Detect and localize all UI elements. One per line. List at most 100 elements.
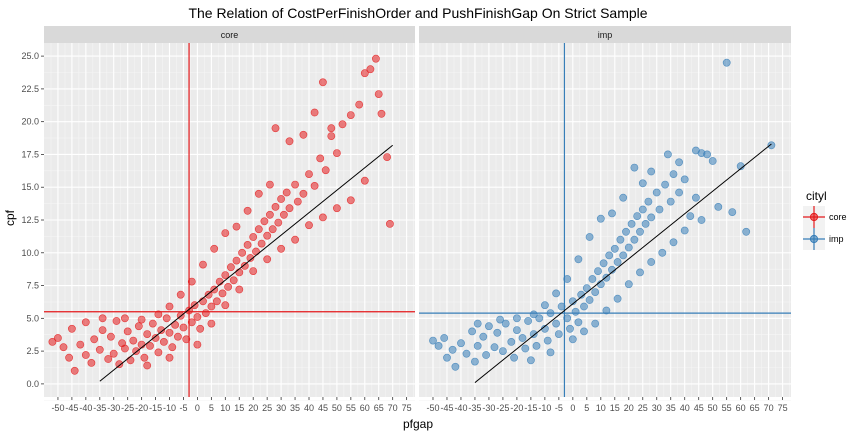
data-point-core: [285, 204, 294, 213]
data-point-imp: [518, 334, 527, 342]
data-point-imp: [566, 324, 574, 333]
data-point-imp: [638, 205, 647, 214]
x-tick-label: -30: [107, 403, 120, 413]
data-point-core: [210, 244, 219, 253]
data-point-imp: [470, 357, 479, 366]
data-point-imp: [692, 193, 700, 202]
data-point-core: [115, 360, 124, 369]
data-point-imp: [468, 327, 476, 336]
data-point-imp: [473, 319, 482, 328]
x-tick-label: 20: [248, 403, 258, 413]
data-point-imp: [686, 212, 695, 220]
x-tick-label: -50: [426, 403, 439, 413]
data-point-core: [121, 344, 129, 353]
strip-background: [44, 26, 415, 43]
data-point-core: [112, 317, 121, 325]
data-point-core: [263, 255, 272, 264]
x-tick-label: 75: [778, 403, 788, 413]
x-tick-label: 35: [666, 403, 676, 413]
strip-label-core: core: [221, 30, 239, 40]
legend-title: cityl: [806, 189, 827, 203]
data-point-imp: [552, 289, 560, 298]
regression-line: [474, 143, 772, 383]
data-point-core: [137, 315, 146, 324]
x-tick-label: -45: [65, 403, 78, 413]
data-point-core: [104, 355, 113, 363]
data-point-core: [385, 219, 394, 228]
data-point-imp: [552, 319, 560, 328]
data-point-core: [318, 78, 327, 87]
data-point-imp: [535, 314, 544, 323]
data-point-imp: [613, 258, 622, 266]
legend: cityl core imp: [803, 189, 847, 250]
data-point-core: [383, 153, 391, 161]
data-point-imp: [521, 344, 530, 353]
data-point-core: [81, 318, 90, 327]
data-point-core: [187, 318, 196, 327]
data-point-imp: [554, 330, 563, 338]
data-point-imp: [440, 334, 449, 342]
data-point-core: [232, 222, 241, 231]
chart-title: The Relation of CostPerFinishOrder and P…: [188, 5, 647, 21]
x-tick-label: -25: [496, 403, 509, 413]
data-point-imp: [697, 216, 706, 224]
data-point-core: [98, 314, 107, 323]
data-point-imp: [616, 235, 625, 244]
x-tick-label: 0: [570, 403, 575, 413]
data-point-core: [235, 285, 244, 294]
data-point-imp: [647, 167, 656, 176]
x-tick-label: 35: [290, 403, 300, 413]
x-tick-label: 30: [652, 403, 662, 413]
data-point-core: [162, 314, 171, 323]
data-point-imp: [767, 141, 776, 150]
data-point-core: [81, 351, 90, 359]
data-point-core: [224, 282, 232, 291]
data-point-imp: [630, 235, 639, 244]
x-tick-label: 20: [624, 403, 634, 413]
data-point-imp: [602, 306, 611, 315]
data-point-core: [299, 189, 308, 198]
data-point-imp: [722, 58, 731, 67]
data-point-core: [279, 210, 288, 219]
data-point-imp: [568, 335, 577, 344]
data-point-imp: [619, 193, 628, 202]
data-point-core: [98, 326, 107, 334]
data-point-imp: [647, 213, 656, 222]
data-point-imp: [563, 275, 572, 283]
data-point-imp: [675, 158, 683, 167]
data-point-core: [271, 202, 280, 211]
data-point-imp: [563, 314, 572, 323]
data-point-imp: [429, 336, 437, 345]
data-point-imp: [622, 227, 630, 236]
x-tick-label: 0: [195, 403, 200, 413]
data-point-imp: [529, 330, 538, 338]
data-point-imp: [496, 315, 504, 324]
data-point-core: [207, 319, 216, 328]
data-point-core: [243, 240, 252, 249]
data-point-imp: [580, 327, 588, 336]
x-tick-label: 60: [736, 403, 746, 413]
data-point-core: [151, 334, 160, 342]
x-tick-label: -40: [454, 403, 467, 413]
x-tick-label: -5: [179, 403, 187, 413]
data-point-imp: [599, 259, 608, 268]
legend-key-point: [809, 234, 819, 244]
y-tick-label: 5.0: [26, 313, 39, 323]
data-point-core: [310, 181, 319, 190]
data-point-imp: [638, 179, 647, 188]
x-tick-label: -40: [79, 403, 92, 413]
y-tick-label: 25.0: [21, 51, 39, 61]
x-tick-label: 60: [360, 403, 370, 413]
data-point-core: [134, 322, 143, 331]
x-tick-label: -25: [121, 403, 134, 413]
data-point-imp: [613, 294, 622, 303]
x-tick-label: 25: [262, 403, 272, 413]
data-point-imp: [493, 328, 502, 337]
y-axis-label: cpf: [3, 209, 17, 226]
data-point-imp: [574, 318, 583, 327]
legend-label: imp: [829, 234, 844, 244]
y-tick-label: 17.5: [21, 149, 39, 159]
data-point-imp: [605, 251, 614, 260]
data-point-imp: [680, 226, 689, 235]
x-tick-label: -20: [135, 403, 148, 413]
